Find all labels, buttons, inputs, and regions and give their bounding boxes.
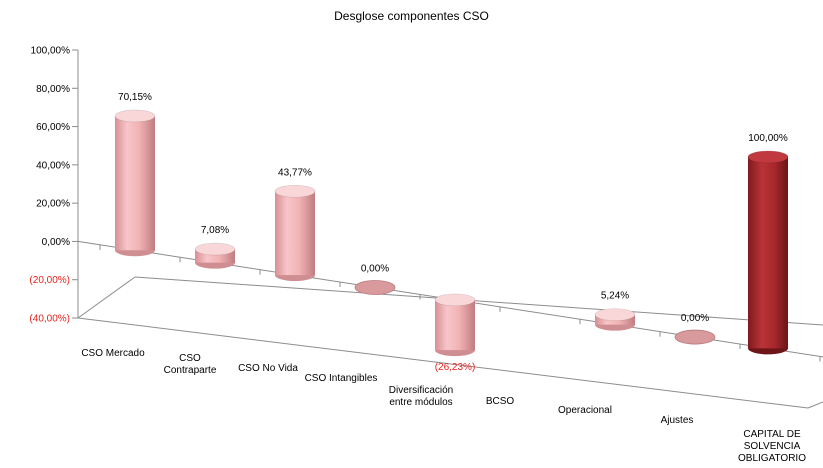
data-label: 7,08% bbox=[201, 225, 229, 236]
bar-flat-disc bbox=[354, 280, 396, 295]
y-tick-label: 0,00% bbox=[42, 237, 70, 248]
category-label: Ajustes bbox=[661, 415, 694, 426]
data-label: 100,00% bbox=[748, 133, 788, 144]
y-tick-label: (40,00%) bbox=[29, 314, 70, 325]
chart-title: Desglose componentes CSO bbox=[334, 9, 489, 23]
bar-body bbox=[275, 191, 315, 276]
category-label: Diversificación entre módulos bbox=[389, 385, 453, 408]
y-tick-label: 40,00% bbox=[36, 160, 70, 171]
data-label: 0,00% bbox=[681, 313, 709, 324]
y-tick-label: (20,00%) bbox=[29, 275, 70, 286]
bar-top bbox=[194, 242, 236, 256]
y-tick-label: 20,00% bbox=[36, 199, 70, 210]
floor-right-edge bbox=[807, 401, 823, 409]
bar-top bbox=[434, 293, 476, 307]
category-label: BCSO bbox=[486, 396, 515, 407]
bar-top bbox=[747, 150, 789, 164]
bar-flat-disc bbox=[674, 329, 716, 345]
data-label: 70,15% bbox=[118, 92, 152, 103]
category-label: CSO Contraparte bbox=[164, 353, 217, 376]
floor-back-edge bbox=[134, 276, 823, 326]
bar-top bbox=[594, 308, 636, 321]
y-tick-label: 60,00% bbox=[36, 122, 70, 133]
bar-body bbox=[748, 156, 788, 349]
category-label: CAPITAL DE SOLVENCIA OBLIGATORIO bbox=[738, 429, 806, 464]
axis-depth-edge bbox=[77, 276, 136, 319]
category-label: Operacional bbox=[558, 405, 612, 416]
bar-body bbox=[115, 115, 155, 251]
y-tick-label: 100,00% bbox=[31, 46, 71, 57]
bar-body bbox=[435, 299, 475, 351]
data-label: (26,23%) bbox=[435, 362, 476, 373]
data-label: 0,00% bbox=[361, 263, 389, 274]
category-label: CSO Mercado bbox=[81, 348, 145, 359]
floor-front-edge bbox=[77, 317, 809, 409]
category-label: CSO No Vida bbox=[238, 363, 298, 374]
data-label: 5,24% bbox=[601, 291, 629, 302]
data-label: 43,77% bbox=[278, 167, 312, 178]
y-tick-label: 80,00% bbox=[36, 84, 70, 95]
bar-top bbox=[114, 109, 156, 123]
bar-top bbox=[274, 184, 316, 198]
category-label: CSO Intangibles bbox=[305, 373, 378, 384]
